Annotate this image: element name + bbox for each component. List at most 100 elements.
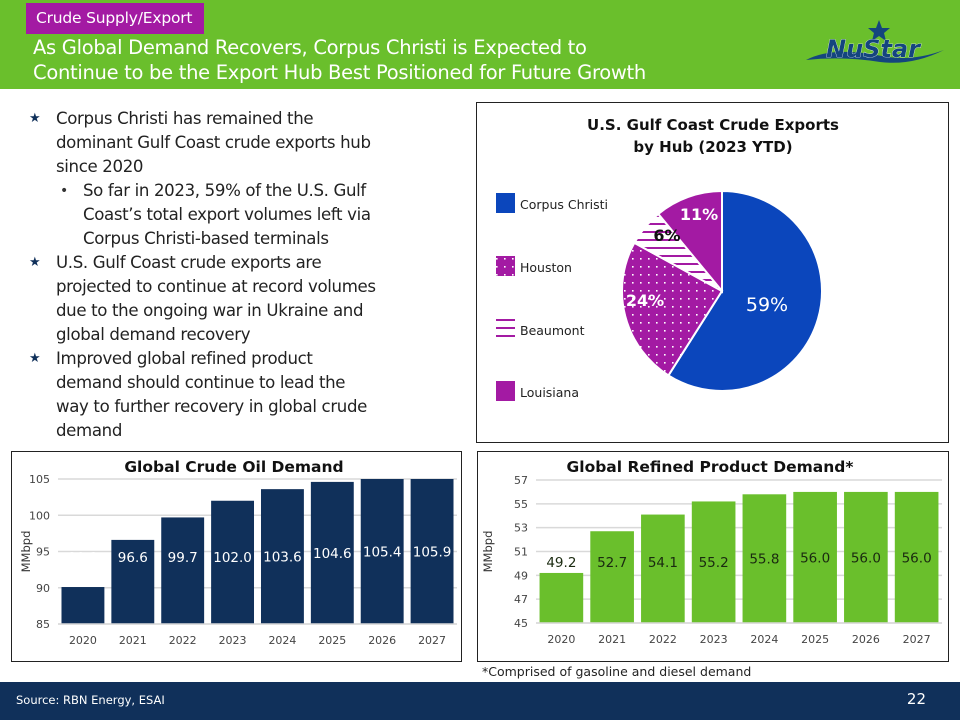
x-tick-label: 2021 — [598, 633, 626, 646]
bar-data-label: 56.0 — [800, 550, 830, 566]
x-tick-label: 2022 — [169, 634, 197, 647]
title-line-1: As Global Demand Recovers, Corpus Christ… — [33, 36, 587, 59]
y-tick-label: 57 — [514, 474, 528, 487]
legend-label: Louisiana — [520, 385, 579, 400]
bar-data-label: 104.6 — [313, 546, 352, 562]
bar-2022 — [161, 517, 205, 624]
bullet-line: demand should continue to lead the — [56, 373, 346, 392]
pie-chart-panel: U.S. Gulf Coast Crude Exports by Hub (20… — [476, 102, 949, 443]
pie-title: U.S. Gulf Coast Crude Exports — [587, 116, 839, 134]
x-tick-label: 2020 — [547, 633, 575, 646]
bar-data-label: 102.0 — [213, 550, 252, 566]
bar-data-label: 55.2 — [699, 555, 729, 571]
bar-data-label: 96.6 — [118, 550, 148, 566]
bar-2022 — [641, 514, 685, 623]
logo-text: NuStar — [826, 35, 922, 63]
bullet-item: ★ Corpus Christi has remained the dominant… — [26, 107, 466, 179]
bullet-line: Improved global refined product — [56, 349, 313, 368]
bar-data-label: 90.1 — [68, 550, 98, 566]
refined-demand-chart-panel: Global Refined Product Demand* 45 47 49 51 53… — [477, 451, 949, 662]
footer-band — [0, 682, 960, 720]
bullet-line: demand — [56, 421, 123, 440]
bullet-line: global demand recovery — [56, 325, 251, 344]
bar-2023 — [211, 500, 255, 624]
y-tick-label: 95 — [36, 546, 50, 559]
bullet-line: Coast’s total export volumes left via — [83, 205, 371, 224]
x-tick-label: 2023 — [219, 634, 247, 647]
bar-data-label: 103.6 — [263, 550, 302, 566]
x-tick-label: 2025 — [801, 633, 829, 646]
bar-data-label: 105.4 — [363, 545, 402, 561]
refined-demand-chart: Global Refined Product Demand* 45 47 49 51 53… — [481, 458, 942, 646]
y-tick-label: 90 — [36, 582, 50, 595]
y-tick-label: 55 — [514, 498, 528, 511]
bullet-line: U.S. Gulf Coast crude exports are — [56, 253, 322, 272]
y-axis-label: MMbpd — [19, 531, 33, 573]
star-icon: ★ — [29, 111, 41, 126]
nustar-logo: NuStar — [806, 20, 944, 63]
legend-swatch — [496, 381, 515, 401]
chart-title: Global Crude Oil Demand — [124, 458, 343, 476]
bullet-line: So far in 2023, 59% of the U.S. Gulf — [83, 181, 366, 200]
bar-2024 — [260, 489, 304, 624]
pie-data-label: 6% — [653, 226, 680, 245]
bar-2021 — [111, 539, 155, 624]
section-tag: Crude Supply/Export — [26, 3, 205, 34]
x-tick-label: 2024 — [268, 634, 296, 647]
y-axis-label: MMbpd — [481, 531, 495, 573]
chart-title: Global Refined Product Demand* — [567, 458, 854, 476]
bullet-item: ★ U.S. Gulf Coast crude exports are projec… — [26, 251, 466, 347]
bar-2027 — [410, 479, 454, 624]
bar-2020 — [61, 587, 105, 624]
pie-data-label: 59% — [746, 294, 788, 316]
pie-slice-houston — [621, 241, 724, 377]
bar-data-label: 105.9 — [413, 545, 452, 561]
bar-2026 — [844, 491, 888, 623]
logo-swoosh — [806, 50, 944, 63]
bar-2026 — [360, 479, 404, 624]
y-tick-label: 47 — [514, 593, 528, 606]
y-tick-label: 100 — [29, 509, 50, 522]
star-icon: ★ — [29, 255, 41, 270]
bullet-item: • So far in 2023, 59% of the U.S. Gulf Coa… — [26, 179, 466, 251]
y-tick-label: 45 — [514, 617, 528, 630]
crude-demand-chart-panel: Global Crude Oil Demand 85 90 95 100 105 MMbpd… — [11, 451, 462, 662]
legend-label: Beaumont — [520, 323, 585, 338]
bullet-line: due to the ongoing war in Ukraine and — [56, 301, 364, 320]
y-tick-label: 53 — [514, 522, 528, 535]
x-tick-label: 2023 — [700, 633, 728, 646]
x-tick-label: 2026 — [368, 634, 396, 647]
pie-slice-corpus-christi — [667, 189, 823, 392]
bullet-line: way to further recovery in global crude — [56, 397, 368, 416]
bullet-line: since 2020 — [56, 157, 144, 176]
legend-label: Houston — [520, 260, 572, 275]
dot-icon: • — [60, 183, 68, 199]
bar-2023 — [691, 501, 736, 623]
bar-2020 — [539, 572, 584, 623]
x-tick-label: 2022 — [649, 633, 677, 646]
pie-chart: U.S. Gulf Coast Crude Exports by Hub (20… — [496, 116, 839, 401]
source-text: Source: RBN Energy, ESAI — [16, 693, 165, 707]
pie-slice-louisiana — [656, 189, 723, 294]
star-icon: ★ — [29, 351, 41, 366]
bar-data-label: 56.0 — [902, 550, 932, 566]
title-line-2: Continue to be the Export Hub Best Posit… — [33, 61, 646, 84]
x-tick-label: 2024 — [750, 633, 778, 646]
pie-data-label: 11% — [680, 205, 718, 224]
pie-data-label: 24% — [626, 291, 664, 310]
legend-swatch — [496, 256, 515, 276]
bar-2027 — [894, 491, 939, 623]
bullet-line: Corpus Christi has remained the — [56, 109, 314, 128]
x-tick-label: 2027 — [418, 634, 446, 647]
bar-2025 — [310, 481, 354, 624]
bar-2021 — [590, 531, 634, 623]
bar-2025 — [793, 491, 837, 623]
x-tick-label: 2025 — [318, 634, 346, 647]
logo-star-icon — [868, 20, 890, 41]
bar-data-label: 54.1 — [648, 555, 678, 571]
legend-swatch — [496, 319, 515, 339]
legend-label: Corpus Christi — [520, 197, 608, 212]
bar-data-label: 52.7 — [597, 555, 627, 571]
footnote: *Comprised of gasoline and diesel demand — [482, 664, 752, 679]
x-tick-label: 2026 — [852, 633, 880, 646]
